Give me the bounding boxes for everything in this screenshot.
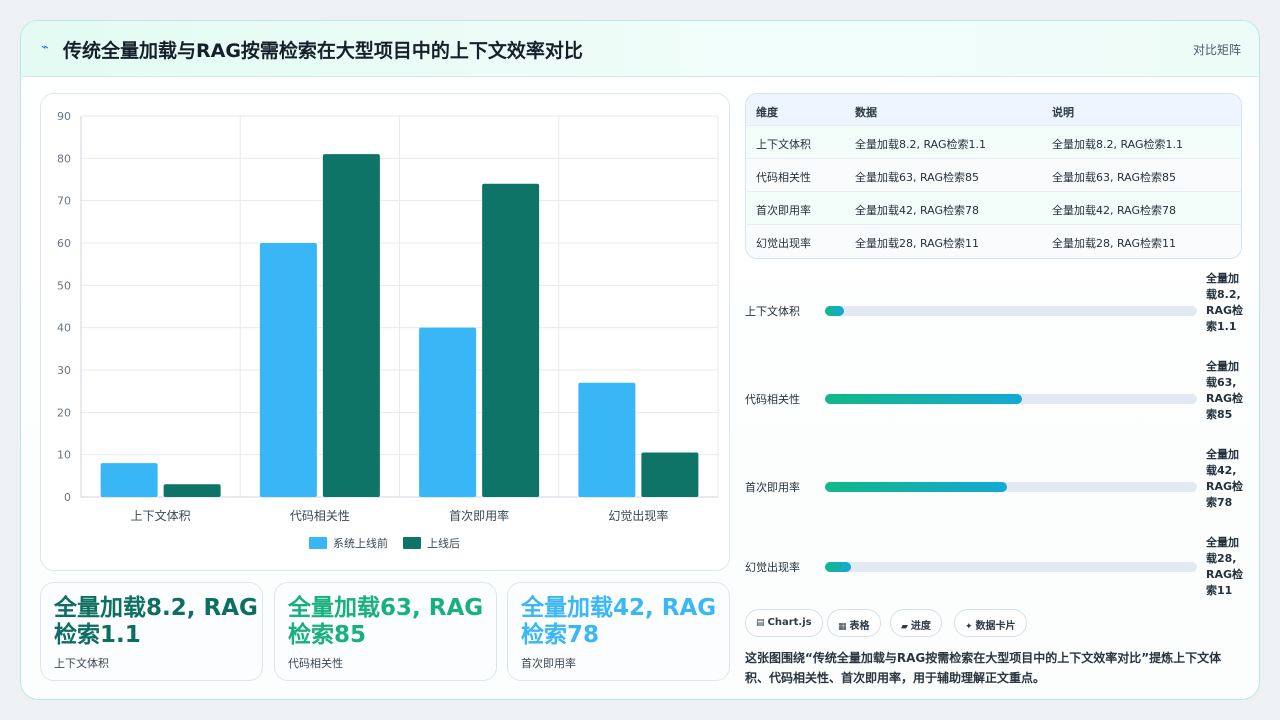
chip-label: Chart.js: [767, 617, 812, 628]
y-tick-label: 50: [57, 279, 71, 292]
spark-icon: ⌁: [41, 40, 49, 55]
progress-fill: [825, 306, 844, 316]
kpi-value: 全量加载8.2, RAG检索1.1: [54, 595, 258, 648]
progress-value: 全量加载8.2, RAG检索1.1: [1206, 272, 1244, 333]
table-cell: 代码相关性: [756, 171, 811, 184]
legend-label: 上线后: [427, 536, 460, 550]
legend-swatch: [309, 537, 327, 549]
kpi-value: 全量加载63, RAG检索85: [288, 595, 484, 648]
kpi-card-3: 全量加载42, RAG检索78 首次即用率: [507, 582, 730, 681]
page-title: 传统全量加载与RAG按需检索在大型项目中的上下文效率对比: [63, 40, 583, 62]
progress-track: [825, 306, 1197, 316]
progress-fill: [825, 394, 1023, 404]
y-tick-label: 30: [57, 364, 71, 377]
x-category-label: 代码相关性: [290, 509, 350, 523]
table-cell: 全量加载42, RAG检索78: [855, 204, 980, 217]
kpi-label: 首次即用率: [521, 657, 576, 670]
table-cell: 全量加载28, RAG检索11: [855, 237, 980, 250]
table-row: 代码相关性 全量加载63, RAG检索85 全量加载63, RAG检索85: [746, 159, 1241, 192]
progress-row: 首次即用率 全量加载42, RAG检索78: [745, 448, 1245, 509]
y-tick-label: 40: [57, 322, 71, 335]
chip-label: 表格: [849, 621, 870, 632]
kpi-value: 全量加载42, RAG检索78: [521, 595, 717, 648]
progress-label: 上下文体积: [745, 305, 800, 318]
table-icon: ▦: [838, 622, 847, 632]
progress-value: 全量加载42, RAG检索78: [1206, 448, 1244, 509]
x-category-label: 幻觉出现率: [608, 508, 668, 523]
table-cell: 幻觉出现率: [756, 237, 811, 250]
legend-swatch: [403, 537, 421, 549]
y-tick-label: 60: [57, 237, 71, 250]
y-tick-label: 20: [57, 406, 71, 419]
header: ⌁ 传统全量加载与RAG按需检索在大型项目中的上下文效率对比 对比矩阵: [21, 21, 1259, 77]
table-cell: 全量加载28, RAG检索11: [1052, 237, 1177, 250]
progress-value: 全量加载63, RAG检索85: [1206, 360, 1244, 421]
kpi-card-1: 全量加载8.2, RAG检索1.1 上下文体积: [40, 582, 263, 681]
bar-after: [641, 452, 699, 497]
kpi-card-2: 全量加载63, RAG检索85 代码相关性: [274, 582, 497, 681]
y-tick-label: 0: [64, 491, 71, 504]
y-tick-label: 90: [57, 110, 71, 123]
bar-before: [259, 243, 317, 497]
progress-icon: ▰: [901, 622, 908, 632]
table-header-cell: 数据: [855, 106, 877, 119]
table-header-cell: 维度: [756, 106, 778, 119]
table-cell: 首次即用率: [756, 204, 811, 217]
bar-after: [322, 154, 380, 497]
bar-before: [100, 463, 158, 497]
x-category-label: 上下文体积: [131, 508, 191, 523]
sparkle-icon: ✦: [965, 622, 973, 632]
progress-value: 全量加载28, RAG检索11: [1206, 536, 1244, 597]
progress-label: 首次即用率: [745, 481, 800, 494]
y-tick-label: 10: [57, 449, 71, 462]
progress-track: [825, 394, 1197, 404]
table-header-row: 维度 数据 说明: [746, 94, 1241, 126]
description: 这张图围绕“传统全量加载与RAG按需检索在大型项目中的上下文效率对比”提炼上下文…: [745, 651, 1222, 685]
table-cell: 全量加载42, RAG检索78: [1052, 204, 1177, 217]
chip-progress[interactable]: ▰ 进度: [890, 609, 942, 637]
chip-table[interactable]: ▦ 表格: [827, 609, 881, 637]
chip-label: 数据卡片: [975, 621, 1016, 632]
y-tick-label: 70: [57, 195, 71, 208]
table-row: 首次即用率 全量加载42, RAG检索78 全量加载42, RAG检索78: [746, 192, 1241, 225]
kpi-label: 上下文体积: [54, 657, 109, 670]
legend-label: 系统上线前: [333, 536, 388, 550]
table-cell: 全量加载8.2, RAG检索1.1: [1052, 138, 1184, 151]
table-row: 上下文体积 全量加载8.2, RAG检索1.1 全量加载8.2, RAG检索1.…: [746, 126, 1241, 159]
bar-chart: 0 10 20 30 40 50 60 70 80 90 上下文体积 代码相关性 首次即用率 幻觉出现率系…: [57, 110, 719, 550]
table-header-cell: 说明: [1052, 106, 1074, 119]
x-category-label: 首次即用率: [449, 508, 509, 523]
progress-label: 幻觉出现率: [745, 561, 800, 574]
table-cell: 全量加载8.2, RAG检索1.1: [855, 138, 987, 151]
report-card: ⌁ 传统全量加载与RAG按需检索在大型项目中的上下文效率对比 对比矩阵 0 10 2…: [20, 20, 1260, 700]
progress-row: 上下文体积 全量加载8.2, RAG检索1.1: [745, 272, 1245, 333]
table-row: 幻觉出现率 全量加载28, RAG检索11 全量加载28, RAG检索11: [746, 225, 1241, 258]
bar-before: [578, 382, 636, 497]
chip-label: 进度: [910, 621, 931, 632]
data-table: 维度 数据 说明 上下文体积 全量加载8.2, RAG检索1.1 全量加载8.2…: [745, 93, 1242, 259]
progress-label: 代码相关性: [745, 393, 800, 406]
chip-chartjs[interactable]: ▤ Chart.js: [745, 609, 823, 637]
progress-track: [825, 562, 1197, 572]
progress-row: 幻觉出现率 全量加载28, RAG检索11: [745, 536, 1245, 597]
header-tag: 对比矩阵: [1192, 43, 1241, 57]
chip-data-card[interactable]: ✦ 数据卡片: [954, 609, 1027, 637]
table-cell: 全量加载63, RAG检索85: [855, 171, 980, 184]
chart-icon: ▤: [756, 618, 765, 628]
y-tick-label: 80: [57, 152, 71, 165]
bar-after: [163, 484, 221, 497]
bar-before: [419, 327, 477, 497]
kpi-label: 代码相关性: [288, 657, 343, 670]
progress-track: [825, 482, 1197, 492]
bar-after: [482, 183, 540, 497]
progress-fill: [825, 482, 1008, 492]
table-cell: 上下文体积: [756, 138, 811, 151]
progress-fill: [825, 562, 852, 572]
progress-row: 代码相关性 全量加载63, RAG检索85: [745, 360, 1245, 421]
table-cell: 全量加载63, RAG检索85: [1052, 171, 1177, 184]
bar-chart-panel: 0 10 20 30 40 50 60 70 80 90 上下文体积 代码相关性 首次即用率 幻觉出现率系…: [40, 93, 730, 571]
